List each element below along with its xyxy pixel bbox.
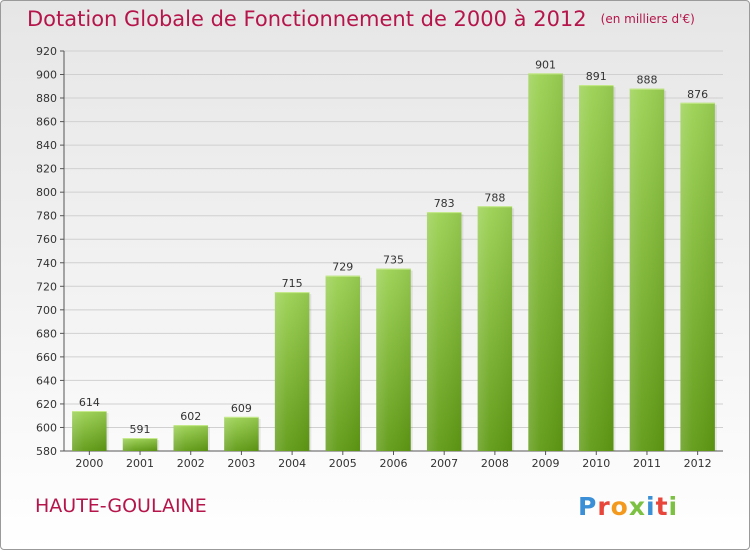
data-label: 609	[231, 402, 252, 415]
data-label: 729	[332, 261, 353, 274]
logo-letter: i	[646, 492, 656, 521]
y-tick-label: 820	[36, 163, 57, 176]
data-label: 783	[434, 197, 455, 210]
data-label: 901	[535, 58, 556, 71]
bar-highlight	[376, 268, 411, 451]
x-tick-label: 2008	[481, 457, 509, 470]
y-tick-label: 840	[36, 139, 57, 152]
data-label: 602	[180, 410, 201, 423]
y-tick-label: 660	[36, 351, 57, 364]
x-tick-label: 2011	[633, 457, 661, 470]
data-label: 876	[687, 88, 708, 101]
x-tick-label: 2012	[684, 457, 712, 470]
y-tick-label: 900	[36, 69, 57, 82]
data-label: 788	[484, 191, 505, 204]
x-tick-label: 2005	[329, 457, 357, 470]
bar-highlight	[325, 275, 361, 451]
data-label: 715	[282, 277, 303, 290]
x-tick-label: 2007	[430, 457, 458, 470]
y-tick-label: 780	[36, 210, 57, 223]
y-tick-label: 640	[36, 374, 57, 387]
data-label: 891	[586, 70, 607, 83]
bar-highlight	[173, 425, 208, 451]
commune-name: HAUTE-GOULAINE	[35, 495, 207, 517]
x-tick-label: 2002	[177, 457, 205, 470]
bar-highlight	[477, 206, 513, 451]
bar-highlight	[122, 438, 158, 451]
bar-highlight	[72, 411, 107, 451]
x-tick-label: 2000	[75, 457, 103, 470]
y-tick-label: 580	[36, 445, 57, 458]
y-tick-label: 620	[36, 398, 57, 411]
y-tick-label: 860	[36, 116, 57, 129]
logo-letter: P	[578, 492, 598, 521]
chart-title-text: Dotation Globale de Fonctionnement de 20…	[27, 7, 587, 31]
x-tick-label: 2001	[126, 457, 154, 470]
y-tick-label: 880	[36, 92, 57, 105]
y-tick-label: 720	[36, 280, 57, 293]
data-label: 614	[79, 396, 100, 409]
x-tick-label: 2003	[227, 457, 255, 470]
bar-highlight	[680, 102, 715, 451]
bar-highlight	[224, 416, 259, 451]
data-label: 735	[383, 254, 404, 267]
x-tick-label: 2010	[582, 457, 610, 470]
bar-highlight	[274, 292, 310, 451]
bar-highlight	[579, 85, 614, 451]
bar-highlight	[528, 73, 563, 452]
logo-letter: t	[655, 492, 669, 521]
chart-unit: (en milliers d'€)	[600, 12, 695, 26]
y-tick-label: 800	[36, 186, 57, 199]
y-tick-label: 920	[36, 45, 57, 58]
y-tick-label: 740	[36, 257, 57, 270]
chart-title: Dotation Globale de Fonctionnement de 20…	[27, 7, 695, 31]
logo-letter: o	[610, 492, 629, 521]
logo-letter: x	[628, 492, 646, 521]
x-tick-label: 2009	[532, 457, 560, 470]
logo-letter: r	[597, 492, 611, 521]
y-tick-label: 700	[36, 304, 57, 317]
logo-letter: i	[668, 492, 679, 521]
y-tick-label: 680	[36, 327, 57, 340]
bar-highlight	[426, 212, 462, 451]
y-tick-label: 760	[36, 233, 57, 246]
proxiti-logo: Proxiti	[578, 492, 678, 521]
bar-highlight	[629, 88, 665, 451]
data-label: 591	[130, 423, 151, 436]
y-tick-label: 600	[36, 421, 57, 434]
x-tick-label: 2006	[380, 457, 408, 470]
data-label: 888	[636, 74, 657, 87]
x-tick-label: 2004	[278, 457, 306, 470]
